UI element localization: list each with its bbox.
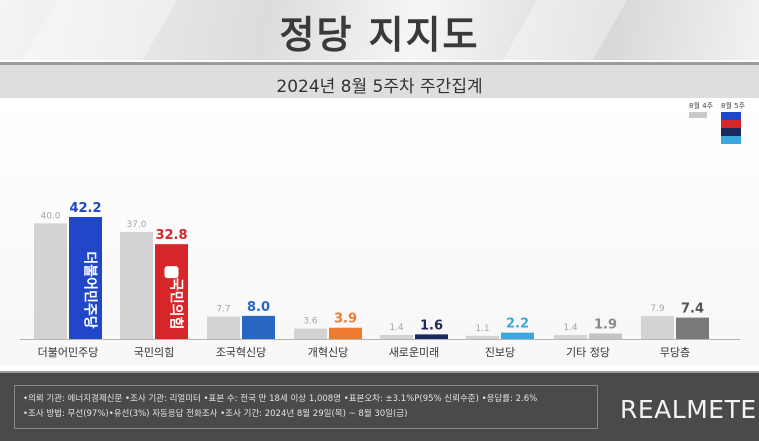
bar-curr-2 <box>242 315 275 339</box>
survey-info-line-1: •의뢰 기관: 에너지경제신문 •조사 기관: 리얼미터 •표본 수: 전국 만… <box>23 394 538 404</box>
chart-title: 정당 지지도 <box>279 13 480 57</box>
bar-chart: 40.0 42.2 더불어민주당 37.0 32.8 국민의힘 7.7 8.0 조국혁신당 3.6… <box>20 201 740 359</box>
survey-info-line-2: •조사 방법: 무선(97%)•유선(3%) 자동응답 전화조사 •조사 기간:… <box>23 409 408 419</box>
bar-prev-1 <box>120 232 153 339</box>
header-banner: 정당 지지도 <box>0 0 759 60</box>
value-label-curr-4: 1.6 <box>420 318 443 333</box>
category-label-0: 더불어민주당 <box>38 346 99 359</box>
category-label-1: 국민의힘 <box>134 346 174 359</box>
bar-prev-0 <box>34 223 67 339</box>
bar-prev-4 <box>380 334 413 339</box>
value-label-curr-3: 3.9 <box>334 312 357 327</box>
bar-curr-5 <box>501 332 534 339</box>
value-label-prev-4: 1.4 <box>389 323 404 333</box>
legend-prev-swatch <box>689 112 707 118</box>
category-label-7: 무당층 <box>660 346 690 359</box>
bar-prev-2 <box>207 316 240 339</box>
bar-curr-6 <box>589 333 622 339</box>
bar-curr-0 <box>69 217 102 339</box>
ppp-logo-text: 국민의힘 <box>168 278 185 330</box>
bar-curr-4 <box>415 334 448 339</box>
category-label-5: 진보당 <box>485 346 515 359</box>
legend-curr-label: 8월 5주 <box>721 102 746 110</box>
bar-curr-1 <box>155 244 188 339</box>
bar-prev-5 <box>466 335 499 339</box>
legend-curr-swatch <box>721 112 741 144</box>
value-label-curr-2: 8.0 <box>247 300 270 315</box>
bar-prev-3 <box>294 328 327 339</box>
brand-logo: REALMETER <box>620 395 759 424</box>
value-label-prev-5: 1.1 <box>475 324 489 334</box>
value-label-curr-5: 2.2 <box>506 317 529 332</box>
value-label-prev-6: 1.4 <box>563 323 578 333</box>
bar-prev-6 <box>554 334 587 339</box>
legend: 8월 4주 8월 5주 <box>687 101 747 151</box>
value-label-curr-1: 32.8 <box>155 228 187 243</box>
minjoo-logo-text: 더불어민주당 <box>82 251 99 328</box>
category-label-6: 기타 정당 <box>566 346 610 359</box>
survey-info-box: •의뢰 기관: 에너지경제신문 •조사 기관: 리얼미터 •표본 수: 전국 만… <box>14 385 598 429</box>
category-label-3: 개혁신당 <box>308 346 348 359</box>
bar-curr-7 <box>676 317 709 339</box>
legend-prev-label: 8월 4주 <box>689 102 714 110</box>
footer: •의뢰 기관: 에너지경제신문 •조사 기관: 리얼미터 •표본 수: 전국 만… <box>0 371 759 441</box>
value-label-prev-2: 7.7 <box>216 305 230 315</box>
value-label-prev-0: 40.0 <box>40 211 60 221</box>
category-label-4: 새로운미래 <box>389 346 440 359</box>
bar-curr-3 <box>329 327 362 339</box>
value-label-prev-7: 7.9 <box>650 304 665 314</box>
ppp-emblem-icon <box>164 266 179 279</box>
category-label-2: 조국혁신당 <box>216 346 267 359</box>
value-label-prev-3: 3.6 <box>303 317 318 327</box>
chart-subtitle: 2024년 8월 5주차 주간집계 <box>276 77 483 97</box>
value-label-curr-0: 42.2 <box>69 201 101 216</box>
value-label-prev-1: 37.0 <box>126 220 146 230</box>
value-label-curr-6: 1.9 <box>594 318 617 333</box>
subtitle-bar: 2024년 8월 5주차 주간집계 <box>0 62 759 98</box>
value-label-curr-7: 7.4 <box>681 302 704 317</box>
bar-prev-7 <box>641 316 674 339</box>
